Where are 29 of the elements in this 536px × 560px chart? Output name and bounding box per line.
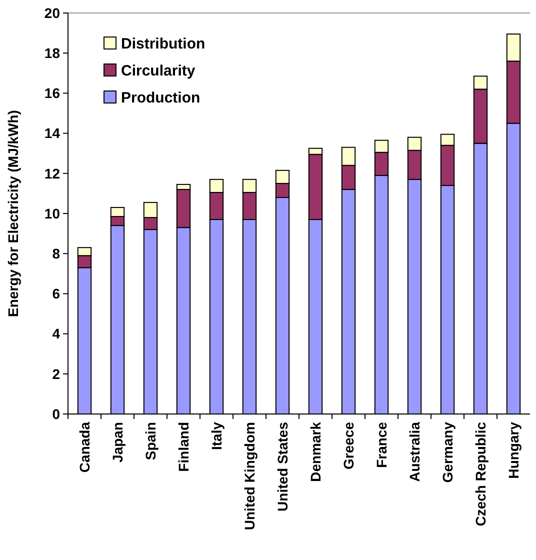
x-tick-label: Australia [406,422,422,482]
y-tick-label: 6 [52,286,60,302]
y-axis-title: Energy for Electricity (MJ/kWh) [5,110,21,317]
x-tick-label: Japan [109,422,126,462]
x-tick-label: United Kingdom [241,422,258,530]
y-tick-label: 8 [52,246,60,262]
legend-label: Circularity [121,62,196,80]
x-tick-label: Italy [208,422,224,450]
x-tick-label: Czech Republic [472,422,488,526]
y-tick-label: 0 [52,406,60,422]
x-tick-label: France [373,422,390,468]
legend-label: Production [121,89,200,106]
x-tick-label: Germany [439,422,456,483]
x-tick-label: United States [274,422,290,512]
y-tick-label: 18 [44,45,60,61]
x-tick-label: Spain [142,422,158,460]
y-tick-label: 4 [52,326,60,342]
x-tick-label: Denmark [307,422,324,482]
y-tick-label: 12 [44,165,60,182]
y-tick-label: 16 [44,85,60,102]
y-tick-label: 14 [44,125,60,142]
y-tick-label: 20 [44,4,60,21]
x-tick-label: Greece [340,422,356,470]
y-tick-label: 10 [44,205,60,222]
x-tick-label: Hungary [505,422,522,479]
x-tick-label: Canada [76,422,92,473]
legend-label: Distribution [121,35,206,52]
x-tick-label: Finland [175,422,192,472]
y-tick-label: 2 [52,366,60,382]
